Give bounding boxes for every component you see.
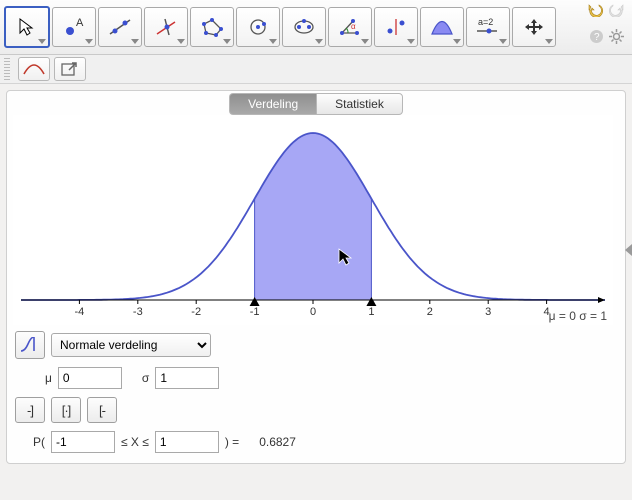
tool-prob-calc[interactable] (420, 7, 464, 47)
distribution-select[interactable]: Normale verdeling (51, 333, 211, 357)
tool-ellipse[interactable] (282, 7, 326, 47)
main-panel: Verdeling Statistiek -4-3-2-101234 μ = 0… (0, 84, 632, 470)
tool-perpendicular[interactable] (144, 7, 188, 47)
prob-value: 0.6827 (259, 435, 296, 449)
probability-row: P( ≤ X ≤ ) = 0.6827 (33, 431, 617, 453)
tool-move-view[interactable] (512, 7, 556, 47)
sigma-input[interactable] (155, 367, 219, 389)
toggle-curve-button[interactable] (15, 331, 45, 359)
prob-panel: Verdeling Statistiek -4-3-2-101234 μ = 0… (6, 90, 626, 464)
tool-line[interactable] (98, 7, 142, 47)
svg-text:?: ? (594, 32, 600, 43)
side-collapse-icon[interactable] (625, 244, 632, 256)
interval-left-button[interactable]: -] (15, 397, 45, 423)
prob-suffix: ) = (225, 435, 239, 449)
tool-point[interactable]: A (52, 7, 96, 47)
prob-hi-input[interactable] (155, 431, 219, 453)
svg-text:α: α (351, 22, 356, 31)
tool-slider[interactable]: a=2 (466, 7, 510, 47)
curve-view-button[interactable] (18, 57, 50, 81)
svg-text:-1: -1 (250, 306, 260, 318)
svg-text:3: 3 (485, 306, 491, 318)
tool-move[interactable] (4, 6, 50, 48)
svg-text:2: 2 (427, 306, 433, 318)
app-root: { "toolbar": { "tools": [ {"name":"move-… (0, 0, 632, 500)
tab-distribution[interactable]: Verdeling (229, 93, 316, 115)
interval-between-button[interactable]: [·] (51, 397, 81, 423)
svg-text:A: A (76, 17, 84, 29)
prob-prefix: P( (33, 435, 45, 449)
tab-statistics[interactable]: Statistiek (316, 93, 403, 115)
undo-icon[interactable] (588, 2, 604, 18)
chart-svg: -4-3-2-101234 (13, 115, 613, 325)
svg-text:0: 0 (310, 306, 316, 318)
export-button[interactable] (54, 57, 86, 81)
mu-input[interactable] (58, 367, 122, 389)
svg-text:a=2: a=2 (478, 17, 493, 27)
redo-icon[interactable] (608, 2, 624, 18)
param-summary: μ = 0 σ = 1 (549, 309, 607, 323)
sigma-label: σ (142, 371, 149, 385)
interval-right-button[interactable]: [- (87, 397, 117, 423)
svg-text:1: 1 (368, 306, 374, 318)
settings-icon[interactable] (608, 28, 624, 44)
main-toolbar: A α a=2 (0, 0, 632, 55)
tabs: Verdeling Statistiek (7, 91, 625, 115)
toolbar-right: ? (588, 2, 628, 52)
svg-text:-4: -4 (75, 306, 85, 318)
grip-icon (4, 58, 10, 80)
svg-text:-2: -2 (191, 306, 201, 318)
tool-reflect[interactable] (374, 7, 418, 47)
svg-text:-3: -3 (133, 306, 143, 318)
mu-label: μ (45, 371, 52, 385)
tool-polygon[interactable] (190, 7, 234, 47)
tool-angle[interactable]: α (328, 7, 372, 47)
prob-mid: ≤ X ≤ (121, 435, 149, 449)
prob-lo-input[interactable] (51, 431, 115, 453)
distribution-chart[interactable]: -4-3-2-101234 μ = 0 σ = 1 (13, 115, 619, 325)
tool-circle[interactable] (236, 7, 280, 47)
help-icon[interactable]: ? (588, 28, 604, 44)
controls: Normale verdeling μ σ -] [·] [- P( ≤ X ≤ (7, 325, 625, 463)
view-toolbar (0, 55, 632, 84)
